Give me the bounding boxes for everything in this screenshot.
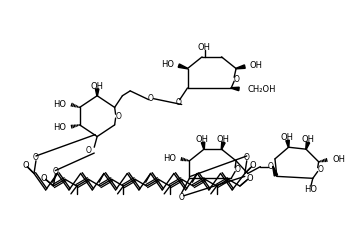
- Polygon shape: [286, 140, 289, 147]
- Text: O: O: [233, 75, 239, 84]
- Text: OH: OH: [91, 82, 103, 91]
- Text: OH: OH: [280, 133, 293, 142]
- Text: OH: OH: [198, 43, 210, 52]
- Text: OH: OH: [250, 61, 263, 70]
- Polygon shape: [178, 64, 188, 69]
- Text: O: O: [33, 153, 39, 162]
- Polygon shape: [306, 142, 310, 149]
- Text: O: O: [246, 174, 253, 183]
- Text: OH: OH: [217, 135, 230, 144]
- Text: OH: OH: [332, 155, 345, 164]
- Polygon shape: [96, 89, 99, 96]
- Text: O: O: [267, 162, 273, 171]
- Text: HO: HO: [53, 100, 66, 109]
- Text: O: O: [249, 161, 256, 170]
- Text: OH: OH: [302, 135, 315, 144]
- Polygon shape: [236, 65, 245, 69]
- Text: O: O: [52, 167, 58, 176]
- Text: O: O: [179, 193, 185, 202]
- Polygon shape: [273, 166, 278, 176]
- Polygon shape: [231, 87, 239, 91]
- Text: O: O: [235, 165, 241, 174]
- Text: HO: HO: [53, 123, 66, 132]
- Text: O: O: [148, 94, 154, 103]
- Text: O: O: [318, 165, 324, 174]
- Text: CH₂OH: CH₂OH: [248, 85, 276, 94]
- Text: O: O: [40, 174, 47, 183]
- Text: O: O: [116, 112, 121, 121]
- Text: OH: OH: [196, 135, 209, 144]
- Polygon shape: [201, 142, 205, 149]
- Text: O: O: [86, 146, 91, 155]
- Text: O: O: [176, 98, 182, 107]
- Text: HO: HO: [161, 60, 174, 69]
- Polygon shape: [221, 142, 225, 149]
- Text: O: O: [23, 161, 30, 170]
- Text: O: O: [244, 153, 250, 162]
- Text: HO: HO: [304, 185, 317, 195]
- Text: HO: HO: [163, 154, 176, 163]
